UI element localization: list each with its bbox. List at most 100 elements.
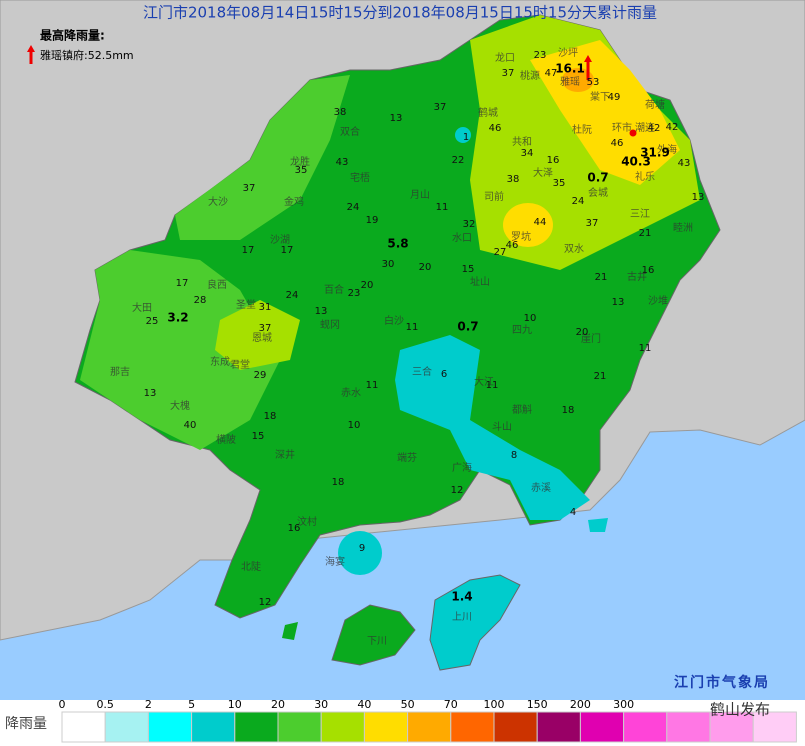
rainfall-value: 40	[184, 420, 197, 431]
rainfall-value: 1.4	[451, 590, 472, 604]
place-name: 址山	[470, 275, 490, 288]
place-name: 赤水	[341, 387, 361, 399]
place-name: 金鸡	[284, 195, 304, 208]
rainfall-value: 28	[194, 295, 207, 306]
place-name: 水口	[452, 232, 472, 244]
rainfall-value: 13	[692, 192, 705, 203]
legend-swatch	[752, 711, 797, 743]
place-name: 下川	[367, 636, 387, 647]
place-name: 圣堂	[236, 299, 256, 311]
zone-50-70	[562, 68, 594, 92]
place-name: 四九	[512, 324, 532, 336]
agency: 江门市气象局	[674, 674, 770, 691]
place-name: 双水	[564, 243, 584, 255]
rainfall-value: 21	[595, 272, 608, 283]
rainfall-value: 19	[366, 215, 379, 226]
place-name: 恩城	[252, 332, 272, 344]
zone-5-10	[395, 335, 590, 520]
zone-5-10	[338, 531, 382, 575]
rainfall-value: 47	[545, 68, 558, 79]
place-name: 大江	[474, 375, 494, 388]
rainfall-value: 18	[264, 411, 277, 422]
rainfall-value: 46	[611, 138, 624, 149]
place-name: 共和	[512, 136, 532, 148]
legend-swatch	[493, 711, 538, 743]
rainfall-value: 31.9	[640, 146, 670, 160]
rainfall-value: 24	[286, 290, 299, 301]
place-name: 宅梧	[350, 171, 370, 184]
place-name: 杜阮	[572, 123, 592, 136]
legend-swatch	[407, 711, 452, 743]
rainfall-value: 15	[252, 431, 265, 442]
rainfall-value: 43	[336, 157, 349, 168]
rainfall-value: 34	[521, 148, 534, 159]
place-name: 龙口	[495, 51, 515, 64]
legend-threshold: 300	[613, 698, 634, 711]
rainfall-value: 37	[502, 68, 515, 79]
rainfall-value: 16.1	[555, 62, 585, 76]
legend-swatch	[320, 711, 365, 743]
place-name: 大沙	[208, 195, 228, 208]
max-label: 最高降雨量:	[40, 28, 105, 43]
rainfall-value: 0.7	[587, 171, 608, 185]
legend-swatch	[61, 711, 106, 743]
rainfall-value: 6	[441, 369, 447, 380]
place-name: 大泽	[533, 166, 553, 179]
rainfall-value: 17	[242, 245, 255, 256]
rainfall-value: 13	[612, 297, 625, 308]
rainfall-value: 42	[666, 122, 679, 133]
place-name: 荷塘	[645, 98, 665, 111]
rainfall-value: 38	[334, 107, 347, 118]
place-name: 沙湖	[270, 234, 290, 246]
rainfall-value: 18	[562, 405, 575, 416]
rainfall-value: 10	[348, 420, 361, 431]
rainfall-value: 20	[419, 262, 432, 273]
legend-swatch	[450, 711, 495, 743]
map-title: 江门市2018年08月14日15时15分到2018年08月15日15时15分天累…	[143, 4, 657, 22]
rainfall-value: 20	[576, 327, 589, 338]
rainfall-value: 37	[586, 218, 599, 229]
rainfall-value: 16	[547, 155, 560, 166]
legend-swatch	[147, 711, 193, 743]
rainfall-value: 20	[361, 280, 374, 291]
place-name: 上川	[452, 611, 472, 623]
rainfall-value: 13	[390, 113, 403, 124]
rainfall-value: 37	[434, 102, 447, 113]
place-name: 横陂	[216, 433, 236, 446]
zone-30-40	[215, 300, 300, 370]
rainfall-value: 37	[243, 183, 256, 194]
legend-threshold: 5	[188, 698, 195, 711]
rainfall-value: 23	[348, 288, 361, 299]
place-name: 棠下	[590, 90, 610, 103]
rainfall-value: 13	[315, 306, 328, 317]
islet	[282, 622, 298, 640]
rainfall-value: 11	[639, 343, 652, 354]
place-name: 百合	[324, 283, 344, 296]
legend-threshold: 50	[401, 698, 415, 711]
place-name: 君堂	[230, 359, 250, 371]
place-name: 礼乐	[635, 170, 655, 183]
legend-threshold: 0.5	[96, 698, 114, 711]
place-name: 白沙	[384, 314, 404, 327]
legend-threshold: 30	[314, 698, 328, 711]
rainfall-value: 4	[570, 507, 576, 518]
rainfall-value: 0.7	[457, 320, 478, 334]
place-name: 潮连	[635, 121, 655, 134]
rainfall-value: 30	[382, 259, 395, 270]
rainfall-value: 53	[587, 77, 600, 88]
rainfall-value: 12	[451, 485, 464, 496]
place-name: 端芬	[397, 451, 417, 464]
rainfall-value: 42	[648, 123, 661, 134]
rainfall-value: 29	[254, 370, 267, 381]
zone-20-30	[175, 75, 350, 240]
watermark: 鹤山发布	[710, 701, 770, 719]
legend-swatch	[234, 711, 279, 743]
rainfall-value: 23	[534, 50, 547, 61]
place-name: 东成	[210, 355, 230, 368]
place-name: 外海	[657, 143, 677, 156]
place-name: 古井	[627, 270, 647, 283]
legend: 0 0.5 2 5 10 20 30 40 50 70 100 150 200 300	[59, 698, 797, 743]
legend-swatch	[709, 711, 754, 743]
legend-threshold: 20	[271, 698, 285, 711]
rainfall-value: 24	[347, 202, 360, 213]
